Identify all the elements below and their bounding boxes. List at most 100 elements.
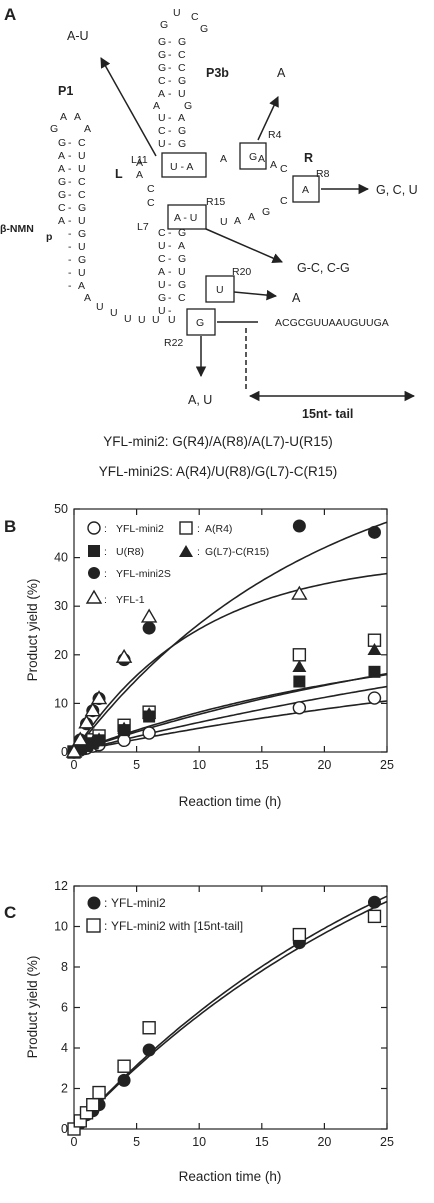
legend-marker-gl7	[179, 545, 193, 557]
legend-b-yfl1: YFL-1	[116, 594, 145, 606]
svg-text:C: C	[178, 49, 186, 61]
boxed-positions	[161, 142, 320, 336]
svg-text:A: A	[84, 292, 91, 304]
xtick-label-c: 25	[380, 1135, 394, 1149]
point-b-s4	[292, 519, 306, 533]
point-b-s5	[65, 743, 83, 758]
point-b-s5	[78, 714, 95, 729]
svg-text:U: U	[78, 150, 86, 162]
ytick-label-b: 0	[61, 745, 68, 759]
svg-text:U: U	[173, 7, 181, 19]
mutation-r8: G, C, U	[376, 183, 418, 197]
svg-text:G: G	[158, 49, 166, 61]
r8-label: R8	[316, 168, 330, 180]
svg-text:-: -	[168, 138, 172, 150]
mutation-r15: G-C, C-G	[297, 261, 350, 275]
beta-nmn-label: β-NMN	[0, 223, 34, 235]
p3b-label: P3b	[206, 66, 229, 80]
svg-text:G: G	[178, 125, 186, 137]
mutation-r22: A, U	[188, 393, 212, 407]
svg-text:G: G	[58, 176, 66, 188]
legend-marker-c-mini2	[87, 896, 101, 910]
svg-text:-: -	[168, 88, 172, 100]
svg-text:U: U	[158, 240, 166, 252]
point-c-s1	[292, 927, 307, 942]
svg-text:G: G	[160, 19, 168, 31]
point-b-s5	[84, 702, 101, 717]
l11-label: L11	[131, 154, 148, 166]
svg-text:-: -	[68, 137, 72, 149]
svg-text:-: -	[168, 240, 172, 252]
svg-text:G: G	[158, 36, 166, 48]
ytick-label-c: 12	[54, 879, 68, 893]
svg-text:C: C	[78, 137, 86, 149]
mutation-r20: A	[292, 291, 301, 305]
svg-text:A: A	[153, 100, 160, 112]
svg-text:A: A	[58, 163, 65, 175]
tail-label: 15nt- tail	[302, 407, 353, 421]
data-points-b	[65, 519, 382, 759]
r22-label: R22	[164, 337, 183, 349]
svg-text:-: -	[168, 36, 172, 48]
svg-text:G: G	[78, 228, 86, 240]
xtick-label-c: 15	[255, 1135, 269, 1149]
svg-text:C: C	[158, 253, 166, 265]
svg-text:U: U	[152, 314, 160, 326]
svg-text:-: -	[168, 266, 172, 278]
xtick-label-c: 5	[133, 1135, 140, 1149]
legend-b-ar4: A(R4)	[205, 523, 232, 535]
point-b-s0	[117, 733, 131, 748]
svg-text:U: U	[138, 314, 146, 326]
svg-text:-: -	[168, 75, 172, 87]
boxed-r15: A - U	[174, 212, 197, 224]
svg-text:-: -	[68, 280, 72, 292]
point-c-s0	[367, 895, 381, 909]
svg-text:-: -	[168, 253, 172, 265]
svg-text:U: U	[78, 241, 86, 253]
svg-text:C: C	[78, 189, 86, 201]
fit-curve-b-1	[73, 572, 388, 753]
point-b-s3	[142, 707, 157, 720]
legend-c-mini2: YFL-mini2	[111, 896, 166, 910]
panel-b: B 0 5 10 15 20 25 0 10 20 30 40 50 Reaction time (h…	[4, 502, 394, 809]
ytick-label-b: 50	[54, 502, 68, 516]
svg-text:C: C	[147, 183, 155, 195]
ytick-label-b: 20	[54, 648, 68, 662]
xtick-label-c: 20	[317, 1135, 331, 1149]
svg-text:U: U	[124, 313, 132, 325]
svg-text:-: -	[68, 267, 72, 279]
point-b-s3	[117, 721, 132, 734]
svg-text::: :	[104, 594, 107, 606]
svg-text:-: -	[68, 254, 72, 266]
svg-text:U: U	[178, 88, 186, 100]
svg-text:G: G	[158, 62, 166, 74]
point-b-s3	[367, 642, 382, 655]
svg-text:A: A	[84, 123, 91, 135]
point-b-s5	[115, 648, 133, 663]
svg-text:-: -	[168, 125, 172, 137]
svg-text:A: A	[58, 150, 65, 162]
point-b-s4	[367, 525, 381, 539]
point-b-s0	[367, 691, 382, 705]
svg-text:A: A	[178, 240, 185, 252]
ytick-label-b: 40	[54, 551, 68, 565]
variant-mini2: YFL-mini2: G(R4)/A(R8)/A(L7)-U(R15)	[103, 434, 333, 449]
svg-text:C: C	[158, 125, 166, 137]
legend-b-gl7: G(L7)-C(R15)	[205, 546, 269, 558]
svg-text:A: A	[234, 215, 241, 227]
svg-text:-: -	[168, 62, 172, 74]
svg-text:U: U	[78, 267, 86, 279]
svg-text:B: B	[4, 517, 16, 536]
svg-text:C: C	[178, 292, 186, 304]
point-c-s0	[142, 1043, 156, 1057]
mutation-l11: A-U	[67, 29, 89, 43]
svg-text::: :	[104, 546, 107, 558]
svg-text::: :	[197, 523, 200, 535]
r20-label: R20	[232, 266, 251, 278]
svg-text:U: U	[96, 301, 104, 313]
svg-text:-: -	[168, 279, 172, 291]
beta-nmn-p: p	[46, 231, 52, 243]
svg-text:G: G	[158, 292, 166, 304]
svg-text:C: C	[280, 195, 288, 207]
